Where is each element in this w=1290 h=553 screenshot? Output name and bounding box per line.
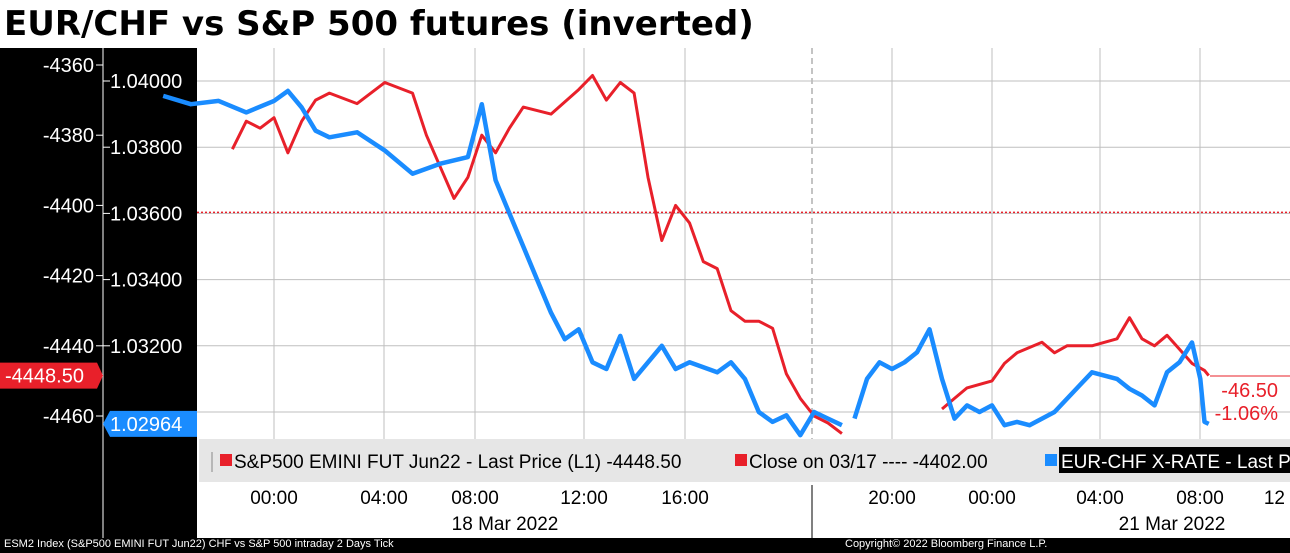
right-axis-tick-label: 1.03400 [110,270,182,292]
eurchf-last-label: 1.02964 [110,414,182,436]
eurchf-change-label: -1.06% [1215,403,1279,425]
left-axis-tick-label: -4420 [43,266,94,288]
right-axis-panel [103,48,197,538]
left-axis-tick-label: -4380 [43,125,94,147]
page-title: EUR/CHF vs S&P 500 futures (inverted) [0,0,1290,48]
legend-swatch [1045,454,1057,466]
right-axis-tick-label: 1.03600 [110,203,182,225]
eurchf-series-line [852,327,1210,428]
x-axis-tick-label: 00:00 [968,488,1016,509]
legend-label: S&P500 EMINI FUT Jun22 - Last Price (L1)… [234,452,681,473]
eurchf-last-badge [103,410,197,437]
sp500-series-line [231,74,843,435]
left-axis-panel [0,48,103,538]
right-axis-tick-label: 1.03800 [110,137,182,159]
sp500-last-label: -4448.50 [5,366,84,388]
left-axis-tick-label: -4440 [43,336,94,358]
plot-area [197,48,1290,485]
x-axis-tick-label: 00:00 [250,488,298,509]
x-axis-tick-label: 08:00 [451,488,499,509]
x-axis-tick-label: 20:00 [868,488,916,509]
footer-copyright: Copyright© 2022 Bloomberg Finance L.P. [845,538,1048,550]
right-axis-tick-label: 1.03200 [110,336,182,358]
legend-highlight [1059,447,1290,473]
sp500-last-badge [0,362,103,389]
x-axis-tick-label: 12:00 [560,488,608,509]
x-axis-tick-label: 08:00 [1176,488,1224,509]
sp500-series-line [941,316,1210,411]
x-axis-tick-label: 04:00 [1076,488,1124,509]
legend-swatch [220,454,232,466]
sp500-change-label: -46.50 [1221,380,1278,402]
legend-swatch [735,454,747,466]
x-axis-panel [197,485,1290,538]
x-axis-date-label: 21 Mar 2022 [1119,514,1226,535]
x-axis-date-label: 18 Mar 2022 [452,514,559,535]
x-axis-tick-label: 12 [1264,488,1285,509]
x-axis-tick-label: 04:00 [360,488,408,509]
legend-label: Close on 03/17 ---- -4402.00 [749,452,988,473]
eurchf-series-line [162,88,843,438]
footer-source: ESM2 Index (S&P500 EMINI FUT Jun22) CHF … [4,538,394,550]
right-axis-tick-label: 1.04000 [110,71,182,93]
legend-label: EUR-CHF X-RATE - Last P [1061,452,1290,473]
left-axis-tick-label: -4460 [43,406,94,428]
left-axis-tick-label: -4360 [43,55,94,77]
left-axis-tick-label: -4400 [43,195,94,217]
x-axis-tick-label: 16:00 [661,488,709,509]
